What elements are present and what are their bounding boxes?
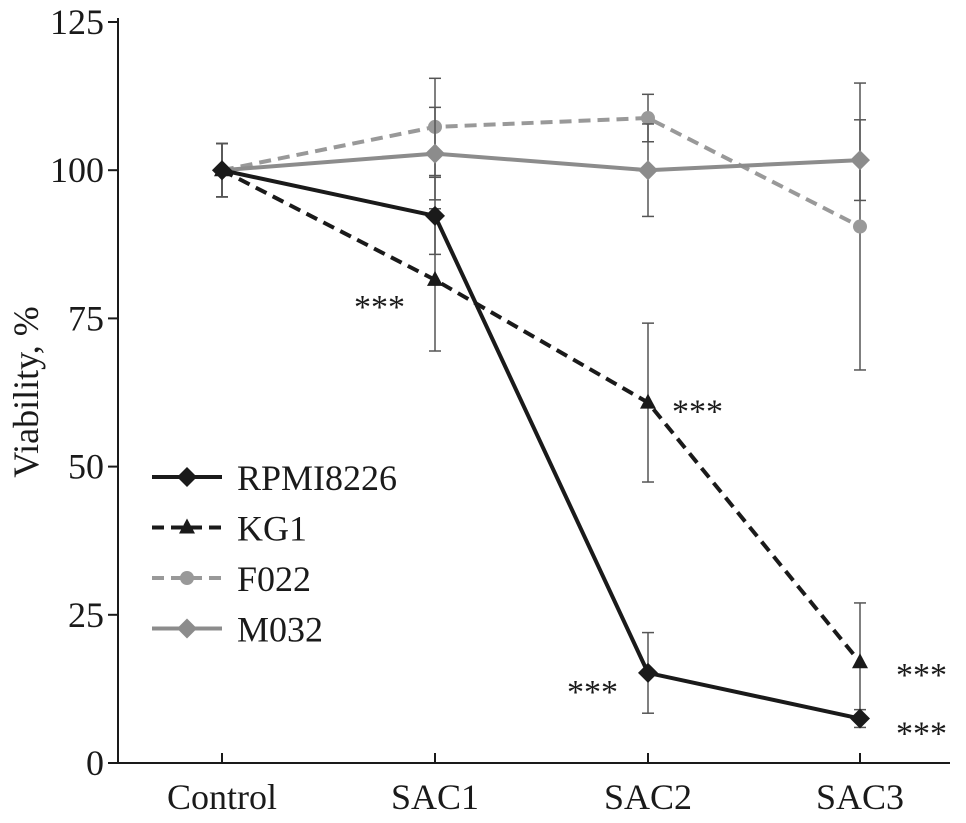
data-point — [850, 150, 870, 171]
y-tick-label: 75 — [68, 298, 104, 338]
data-point — [427, 270, 443, 286]
legend-label: KG1 — [237, 509, 307, 549]
series-line — [221, 168, 862, 664]
legend-item-kg1: KG1 — [152, 509, 307, 549]
y-tick-label: 25 — [68, 595, 104, 635]
y-tick-label: 50 — [68, 447, 104, 487]
significance-label: *** — [354, 289, 405, 326]
legend-label: F022 — [237, 559, 311, 599]
significance-label: *** — [896, 716, 947, 753]
data-point — [425, 205, 445, 226]
legend-item-f022: F022 — [152, 559, 311, 599]
data-point — [638, 160, 658, 181]
legend-marker — [177, 618, 197, 639]
x-tick-label: SAC1 — [391, 777, 479, 817]
legend-label: RPMI8226 — [237, 458, 397, 498]
y-tick-label: 125 — [50, 2, 104, 42]
significance-label: *** — [896, 657, 947, 694]
y-tick-label: 100 — [50, 150, 104, 190]
x-tick-label: Control — [167, 777, 277, 817]
data-point — [212, 160, 232, 181]
legend-marker — [177, 467, 197, 487]
data-point — [853, 219, 867, 234]
series-f022 — [215, 77, 867, 371]
legend-item-m032: M032 — [152, 610, 323, 650]
data-point — [640, 393, 656, 409]
data-point — [641, 111, 655, 126]
legend-label: M032 — [237, 610, 323, 650]
significance-label: *** — [567, 674, 618, 711]
x-tick-label: SAC2 — [604, 777, 692, 817]
x-tick-label: SAC3 — [816, 777, 904, 817]
y-tick-label: 0 — [86, 743, 104, 783]
data-point — [425, 143, 445, 164]
data-point — [850, 708, 870, 729]
legend-item-rpmi8226: RPMI8226 — [152, 458, 397, 498]
y-axis-label: Viability, % — [6, 306, 46, 477]
series-line — [221, 168, 861, 721]
data-point — [852, 653, 868, 669]
significance-label: *** — [672, 394, 723, 431]
series-rpmi8226 — [212, 142, 870, 729]
series-line — [221, 151, 861, 173]
legend-marker — [180, 571, 194, 585]
data-point — [638, 662, 658, 683]
series-line — [221, 116, 861, 229]
legend-marker — [179, 518, 195, 534]
